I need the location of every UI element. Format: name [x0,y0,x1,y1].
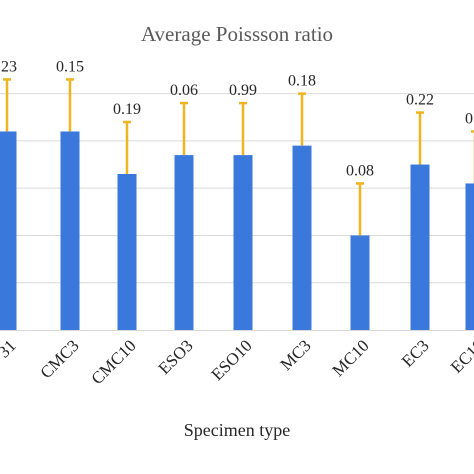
bar-cmc10 [117,174,137,330]
bar-ec10 [465,183,474,330]
data-label-cmc3: 0.15 [56,58,84,75]
data-label-eso10: 0.99 [229,82,257,99]
x-tick-layer: 31 CMC3 CMC10 ESO3 ESO10 MC3 MC10 EC3 EC10 [0,336,474,388]
data-label-eso3: 0.06 [170,82,198,99]
x-tick-label-ec3: EC3 [398,336,433,371]
data-label-layer: .23 0.15 0.19 0.06 0.99 0.18 0.08 0.22 0.1 [0,58,474,179]
x-tick-label-eso10: ESO10 [208,336,256,384]
bar-mc10 [350,235,370,330]
data-label-mc10: 0.08 [346,162,374,179]
data-label-cmc10: 0.19 [113,101,141,118]
bar-cmc3 [60,131,80,330]
data-label-ec10: 0.1 [465,110,474,127]
error-layer [3,78,474,236]
x-axis-label: Specimen type [183,420,291,440]
bar-eso10 [233,155,253,330]
data-label-ec3: 0.22 [406,92,434,109]
data-label-mc3: 0.18 [288,73,316,90]
x-tick-label-mc10: MC10 [329,336,373,380]
bar-c1 [0,131,17,330]
x-tick-label-mc3: MC3 [277,336,315,374]
chart-title: Average Poissson ratio [140,22,334,46]
x-tick-label-eso3: ESO3 [155,336,197,378]
x-tick-label-ec10: EC10 [447,336,474,377]
data-label-c1: .23 [0,58,17,75]
x-tick-label-cmc3: CMC3 [37,336,83,382]
x-tick-label-cmc10: CMC10 [88,336,140,388]
bar-ec3 [410,164,430,330]
x-tick-label-c1: 31 [0,336,20,361]
bar-layer [0,131,474,330]
bar-mc3 [292,145,312,330]
bar-eso3 [174,155,194,330]
